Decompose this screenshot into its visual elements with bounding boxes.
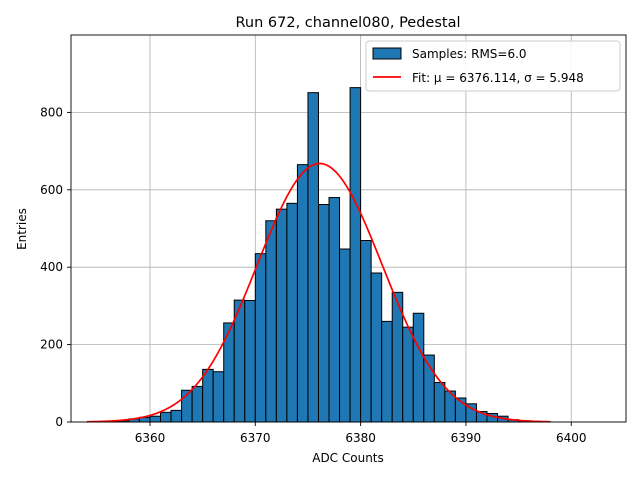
histogram-bar — [381, 320, 393, 423]
histogram-bar — [170, 409, 183, 423]
plot-area-frame — [70, 34, 627, 423]
y-tick-label: 400 — [40, 260, 63, 274]
x-tick-label: 6380 — [345, 431, 376, 445]
x-tick-label: 6370 — [240, 431, 271, 445]
histogram-bars — [107, 87, 551, 423]
histogram-bar — [360, 239, 372, 423]
histogram-bar — [328, 197, 341, 423]
y-tick-label: 200 — [40, 338, 63, 352]
histogram-bar — [149, 415, 162, 423]
legend-fit-label: Fit: μ = 6376.114, σ = 5.948 — [412, 71, 584, 85]
histogram-bar — [254, 253, 267, 423]
legend: Samples: RMS=6.0 Fit: μ = 6376.114, σ = … — [365, 40, 621, 92]
legend-box — [365, 40, 621, 92]
histogram-bar — [286, 202, 298, 423]
histogram-bar — [275, 208, 288, 423]
x-axis-label: ADC Counts — [312, 451, 384, 465]
y-axis-label: Entries — [15, 208, 29, 250]
histogram-bar — [265, 220, 277, 423]
histogram-bar — [317, 204, 330, 423]
histogram-bar — [307, 92, 319, 423]
histogram-bar — [433, 382, 446, 423]
histogram-bar — [191, 385, 204, 423]
chart-title: Run 672, channel080, Pedestal — [235, 15, 460, 31]
histogram-bar — [402, 326, 414, 423]
y-tick-label: 0 — [55, 415, 63, 429]
histogram-bar — [339, 248, 351, 423]
x-tick-label: 6390 — [451, 431, 482, 445]
y-tick-label: 600 — [40, 183, 63, 197]
histogram-bar — [202, 368, 214, 423]
histogram-bar — [412, 312, 425, 423]
fit-curve-layer — [86, 162, 551, 423]
legend-samples-label: Samples: RMS=6.0 — [412, 47, 527, 61]
legend-samples-swatch — [372, 47, 402, 60]
x-tick-label: 6400 — [556, 431, 587, 445]
fit-curve — [86, 162, 551, 423]
histogram-bar — [296, 164, 309, 423]
x-tick-label: 6360 — [135, 431, 166, 445]
histogram-bar — [212, 371, 225, 423]
histogram-bar — [370, 272, 383, 423]
x-axis-ticks: 6360 6370 6380 6390 6400 — [135, 422, 587, 445]
y-tick-label: 800 — [40, 105, 63, 119]
histogram-bar — [160, 411, 172, 423]
histogram-bar — [349, 87, 362, 423]
y-axis-ticks: 0 200 400 600 800 — [40, 105, 71, 429]
histogram-bar — [244, 299, 256, 423]
